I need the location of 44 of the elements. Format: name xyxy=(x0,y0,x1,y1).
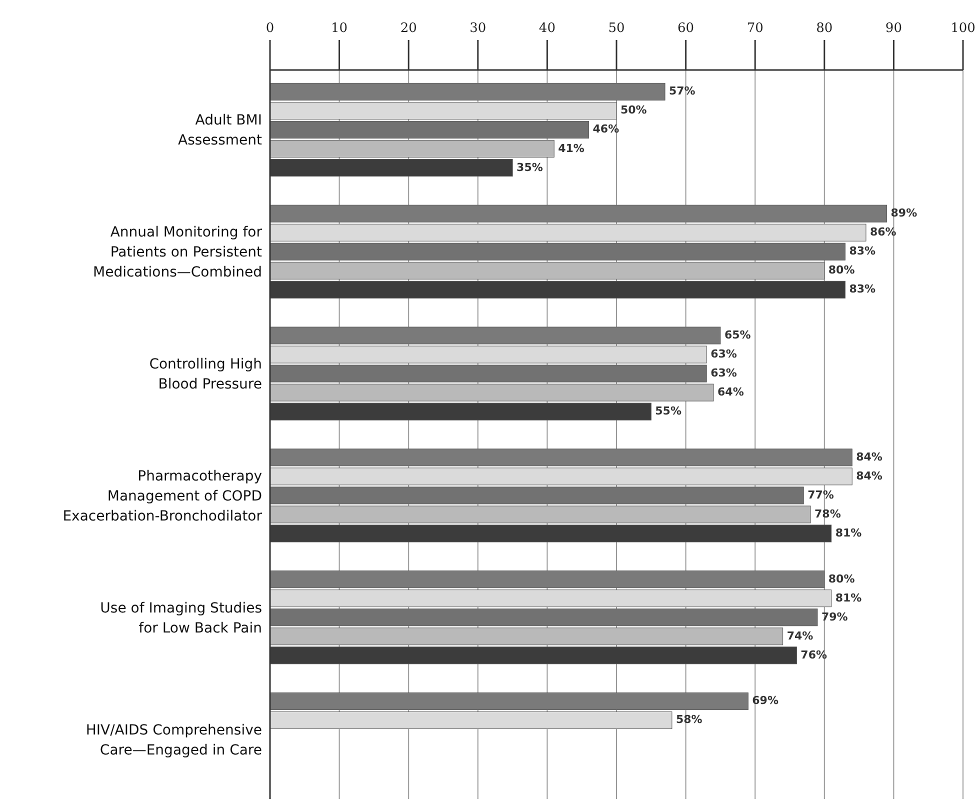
data-label: 69% xyxy=(752,694,779,708)
data-label: 83% xyxy=(849,282,876,296)
data-label: 74% xyxy=(786,629,814,642)
x-tick-label: 50 xyxy=(608,21,625,36)
data-label: 55% xyxy=(655,404,682,418)
x-tick-label: 10 xyxy=(331,21,348,36)
data-label: 46% xyxy=(592,122,620,136)
data-label: 80% xyxy=(828,572,855,586)
data-label: 63% xyxy=(710,366,737,380)
x-tick-label: 80 xyxy=(816,21,833,36)
data-label: 57% xyxy=(669,84,696,98)
data-label: 35% xyxy=(516,160,543,174)
y-tick-label: HIV/AIDS Comprehensive Care—Engaged in Care xyxy=(86,722,262,758)
data-label: 50% xyxy=(620,104,647,117)
x-tick-label: 40 xyxy=(538,21,556,36)
data-label: 78% xyxy=(814,507,841,520)
data-label: 84% xyxy=(856,469,882,482)
data-label: 80% xyxy=(828,264,855,277)
x-tick-label: 90 xyxy=(885,21,902,36)
data-label: 58% xyxy=(676,713,702,726)
y-tick-label: Pharmacotherapy Management of COPD Exacerbation-Bronchodilator xyxy=(62,468,262,524)
x-tick-label: 30 xyxy=(470,21,486,36)
y-tick-label: Controlling High Blood Pressure xyxy=(149,356,262,393)
data-label: 41% xyxy=(558,142,584,155)
data-label: 86% xyxy=(870,226,896,239)
data-label: 64% xyxy=(718,386,744,399)
x-tick-label: 100 xyxy=(950,21,976,36)
y-tick-label: Annual Monitoring for Patients on Persistent Medications—Combined xyxy=(93,224,263,281)
data-label: 79% xyxy=(821,610,848,624)
data-label: 81% xyxy=(835,526,862,540)
data-label: 81% xyxy=(835,591,862,604)
data-label: 76% xyxy=(800,648,828,662)
data-label: 63% xyxy=(710,348,737,361)
x-tick-label: 70 xyxy=(746,21,764,36)
x-tick-label: 0 xyxy=(266,21,274,36)
data-label: 65% xyxy=(724,328,751,342)
data-label: 89% xyxy=(890,206,918,220)
x-tick-label: 20 xyxy=(400,21,417,36)
data-label: 83% xyxy=(849,244,876,258)
y-tick-label: Adult BMI Assessment xyxy=(178,112,263,149)
data-label: 84% xyxy=(856,450,882,464)
x-tick-label: 60 xyxy=(678,21,694,36)
data-label: 77% xyxy=(808,488,834,502)
y-tick-label: Use of Imaging Studies for Low Back Pain xyxy=(100,600,262,636)
